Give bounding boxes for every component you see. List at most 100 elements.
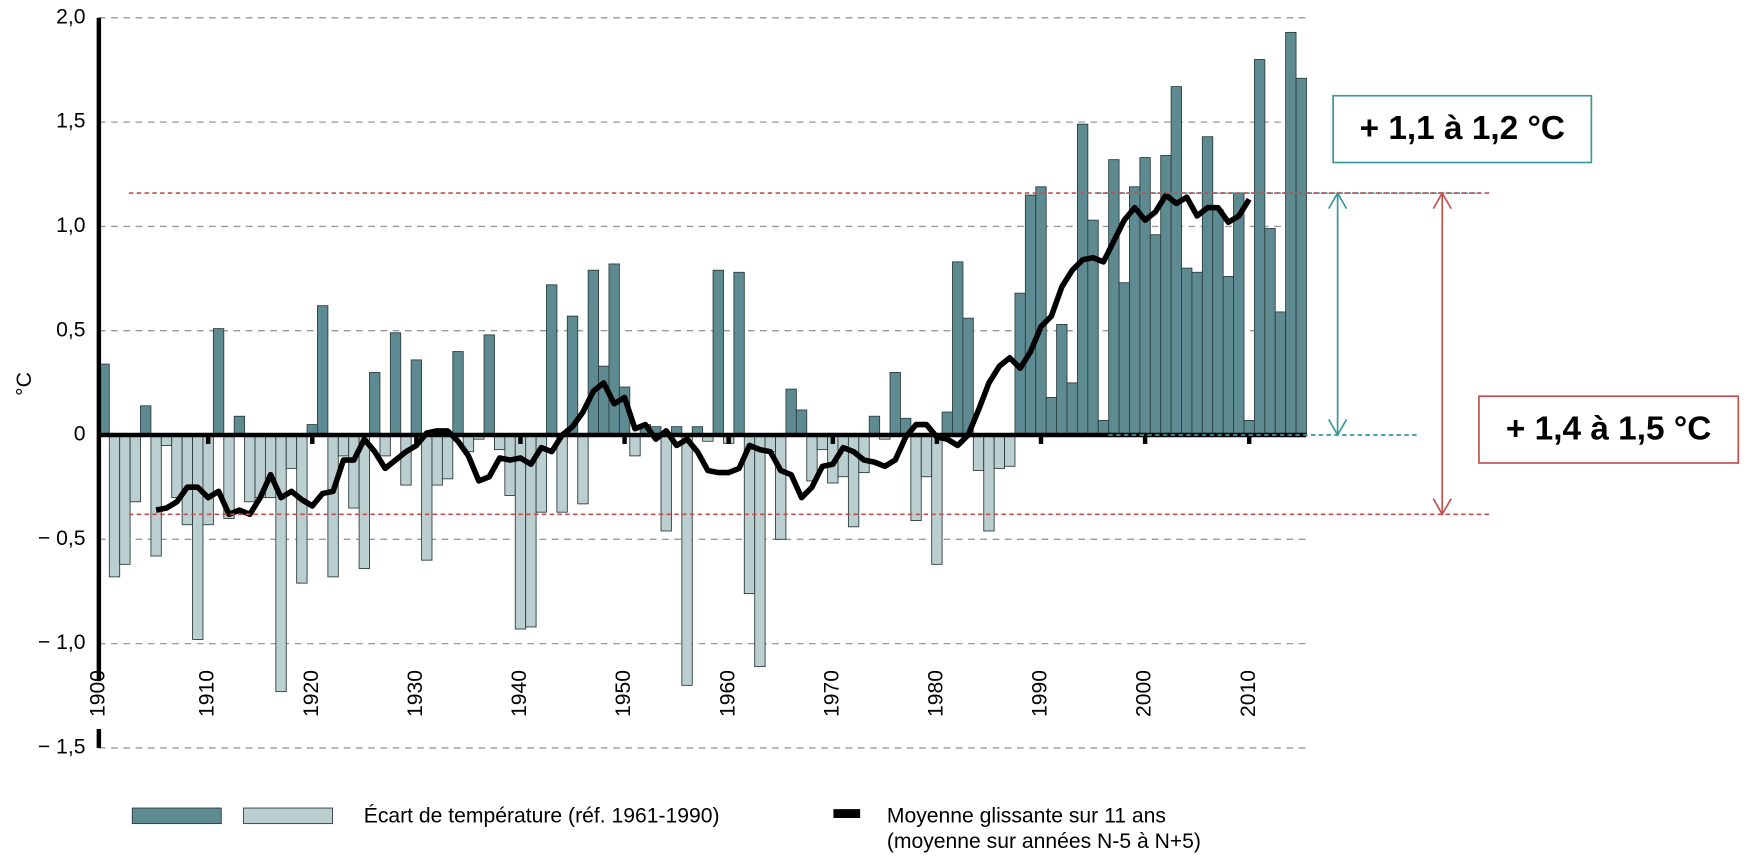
y-tick-label: − 0,5 <box>38 527 86 550</box>
legend-label: Moyenne glissante sur 11 ans <box>887 805 1166 828</box>
bar <box>212 328 225 436</box>
x-tick-label: 1970 <box>820 670 843 717</box>
y-tick-label: 2,0 <box>56 5 85 28</box>
bar <box>733 271 745 436</box>
x-tick-label: 1940 <box>508 670 531 717</box>
bar <box>546 284 558 436</box>
bar <box>119 434 131 565</box>
bar <box>1139 157 1151 436</box>
bar <box>1181 267 1193 436</box>
bar <box>389 332 402 436</box>
bar <box>941 411 953 436</box>
moving-average-line <box>155 192 1252 518</box>
bar <box>972 434 985 471</box>
bar <box>1253 59 1266 436</box>
bar <box>910 434 922 521</box>
y-tick-label: 0 <box>74 423 86 446</box>
range-arrow <box>1432 191 1452 516</box>
bar <box>889 371 901 436</box>
bar <box>920 434 933 478</box>
y-tick-label: 1,0 <box>56 214 85 237</box>
bar <box>587 269 599 436</box>
legend-label: Écart de température (réf. 1961-1990) <box>364 805 720 828</box>
bar <box>431 434 443 486</box>
x-tick-label: 2000 <box>1133 670 1156 717</box>
y-tick-label: − 1,0 <box>38 631 86 654</box>
annotation-text: + 1,4 à 1,5 °C <box>1506 411 1711 448</box>
legend-swatch <box>131 807 222 825</box>
bar <box>348 434 360 509</box>
bar <box>317 305 329 436</box>
bar <box>296 434 308 584</box>
bar <box>1045 397 1058 436</box>
bar <box>962 317 974 436</box>
bar <box>150 434 162 557</box>
bar <box>1274 311 1287 436</box>
x-tick-label: 1900 <box>86 670 109 717</box>
y-axis-label: °C <box>13 372 36 396</box>
bar <box>660 434 672 532</box>
bar <box>1212 209 1224 436</box>
bar <box>358 434 370 569</box>
bar <box>275 434 287 693</box>
bar <box>1108 159 1120 436</box>
bar <box>1149 234 1162 436</box>
bar <box>598 365 610 436</box>
bar <box>1087 219 1099 436</box>
bar <box>754 434 766 668</box>
bar <box>629 434 641 457</box>
bar <box>192 434 204 640</box>
bar <box>1118 282 1130 436</box>
bar <box>1066 382 1078 436</box>
annotation-box <box>1478 395 1740 464</box>
bar <box>410 359 423 436</box>
bar <box>556 434 568 513</box>
bar <box>1285 31 1297 436</box>
annotation-text: + 1,1 à 1,2 °C <box>1360 110 1565 147</box>
legend-swatch <box>243 807 334 825</box>
bar <box>1233 192 1245 436</box>
bar <box>140 405 152 436</box>
bar <box>514 434 527 630</box>
bar <box>608 263 620 436</box>
bar <box>577 434 589 505</box>
bar <box>952 261 964 436</box>
bar <box>1056 324 1068 436</box>
bar <box>712 269 724 436</box>
bar <box>400 434 412 486</box>
legend-label: (moyenne sur années N-5 à N+5) <box>887 830 1201 853</box>
range-arrow <box>1327 191 1348 437</box>
bar <box>785 388 797 436</box>
bar <box>1129 186 1141 436</box>
x-tick-label: 1960 <box>716 670 739 717</box>
bar <box>1004 434 1016 467</box>
bar <box>327 434 339 578</box>
bar <box>983 434 995 532</box>
bar <box>171 434 183 499</box>
bar <box>931 434 943 565</box>
bar <box>795 409 808 436</box>
y-tick-label: − 1,5 <box>38 736 86 759</box>
bar <box>421 434 433 561</box>
bar <box>441 434 454 480</box>
bar <box>379 434 391 457</box>
bar <box>1170 86 1182 436</box>
x-tick-label: 1950 <box>612 670 635 717</box>
y-tick-label: 0,5 <box>56 318 85 341</box>
bar <box>1201 136 1214 436</box>
x-tick-label: 2010 <box>1237 670 1260 717</box>
x-tick-label: 1930 <box>404 670 427 717</box>
bar <box>452 351 464 436</box>
x-tick-label: 1990 <box>1029 670 1052 717</box>
bar <box>681 434 693 686</box>
bar <box>1295 77 1307 436</box>
bar <box>1264 228 1276 436</box>
bar <box>337 434 350 457</box>
bar <box>369 371 381 436</box>
bar <box>483 334 495 436</box>
bar <box>1076 123 1089 436</box>
bar <box>233 415 246 436</box>
bar <box>993 434 1005 469</box>
y-tick-label: 1,5 <box>56 110 85 133</box>
x-tick-label: 1980 <box>924 670 947 717</box>
